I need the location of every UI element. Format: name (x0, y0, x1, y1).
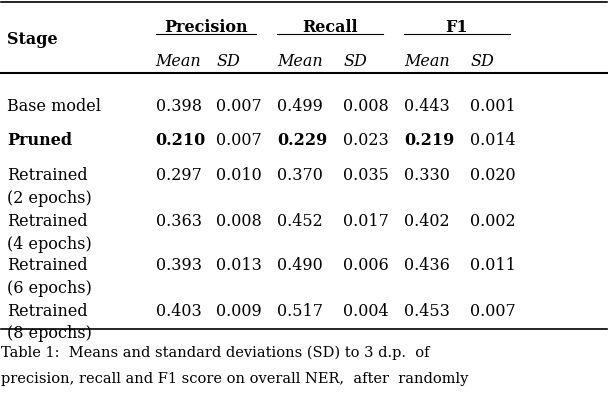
Text: SD: SD (471, 53, 494, 70)
Text: (4 epochs): (4 epochs) (7, 236, 92, 253)
Text: 0.517: 0.517 (277, 302, 323, 320)
Text: 0.398: 0.398 (156, 98, 202, 115)
Text: 0.020: 0.020 (471, 167, 516, 183)
Text: 0.010: 0.010 (216, 167, 262, 183)
Text: 0.490: 0.490 (277, 258, 322, 275)
Text: 0.393: 0.393 (156, 258, 202, 275)
Text: 0.011: 0.011 (471, 258, 516, 275)
Text: 0.219: 0.219 (404, 132, 454, 149)
Text: Mean: Mean (404, 53, 449, 70)
Text: 0.210: 0.210 (156, 132, 206, 149)
Text: 0.006: 0.006 (344, 258, 389, 275)
Text: (6 epochs): (6 epochs) (7, 281, 92, 297)
Text: (8 epochs): (8 epochs) (7, 326, 92, 342)
Text: 0.499: 0.499 (277, 98, 323, 115)
Text: 0.297: 0.297 (156, 167, 202, 183)
Text: SD: SD (216, 53, 240, 70)
Text: Retrained: Retrained (7, 302, 88, 320)
Text: Recall: Recall (302, 19, 358, 36)
Text: SD: SD (344, 53, 367, 70)
Text: 0.009: 0.009 (216, 302, 262, 320)
Text: 0.007: 0.007 (216, 98, 262, 115)
Text: 0.013: 0.013 (216, 258, 262, 275)
Text: 0.007: 0.007 (471, 302, 516, 320)
Text: (2 epochs): (2 epochs) (7, 189, 92, 207)
Text: 0.001: 0.001 (471, 98, 516, 115)
Text: 0.008: 0.008 (344, 98, 389, 115)
Text: Table 1:  Means and standard deviations (SD) to 3 d.p.  of: Table 1: Means and standard deviations (… (1, 345, 430, 360)
Text: Mean: Mean (277, 53, 322, 70)
Text: 0.023: 0.023 (344, 132, 389, 149)
Text: 0.402: 0.402 (404, 213, 449, 230)
Text: 0.002: 0.002 (471, 213, 516, 230)
Text: Stage: Stage (7, 31, 58, 49)
Text: 0.403: 0.403 (156, 302, 201, 320)
Text: 0.453: 0.453 (404, 302, 450, 320)
Text: Retrained: Retrained (7, 167, 88, 183)
Text: precision, recall and F1 score on overall NER,  after  randomly: precision, recall and F1 score on overal… (1, 372, 469, 386)
Text: Pruned: Pruned (7, 132, 72, 149)
Text: 0.436: 0.436 (404, 258, 450, 275)
Text: 0.008: 0.008 (216, 213, 262, 230)
Text: Mean: Mean (156, 53, 201, 70)
Text: 0.017: 0.017 (344, 213, 389, 230)
Text: 0.330: 0.330 (404, 167, 450, 183)
Text: 0.229: 0.229 (277, 132, 327, 149)
Text: Base model: Base model (7, 98, 102, 115)
Text: Retrained: Retrained (7, 258, 88, 275)
Text: 0.443: 0.443 (404, 98, 449, 115)
Text: 0.035: 0.035 (344, 167, 389, 183)
Text: 0.004: 0.004 (344, 302, 389, 320)
Text: Precision: Precision (164, 19, 247, 36)
Text: 0.363: 0.363 (156, 213, 202, 230)
Text: 0.370: 0.370 (277, 167, 323, 183)
Text: Retrained: Retrained (7, 213, 88, 230)
Text: F1: F1 (446, 19, 468, 36)
Text: 0.452: 0.452 (277, 213, 322, 230)
Text: 0.014: 0.014 (471, 132, 516, 149)
Text: 0.007: 0.007 (216, 132, 262, 149)
